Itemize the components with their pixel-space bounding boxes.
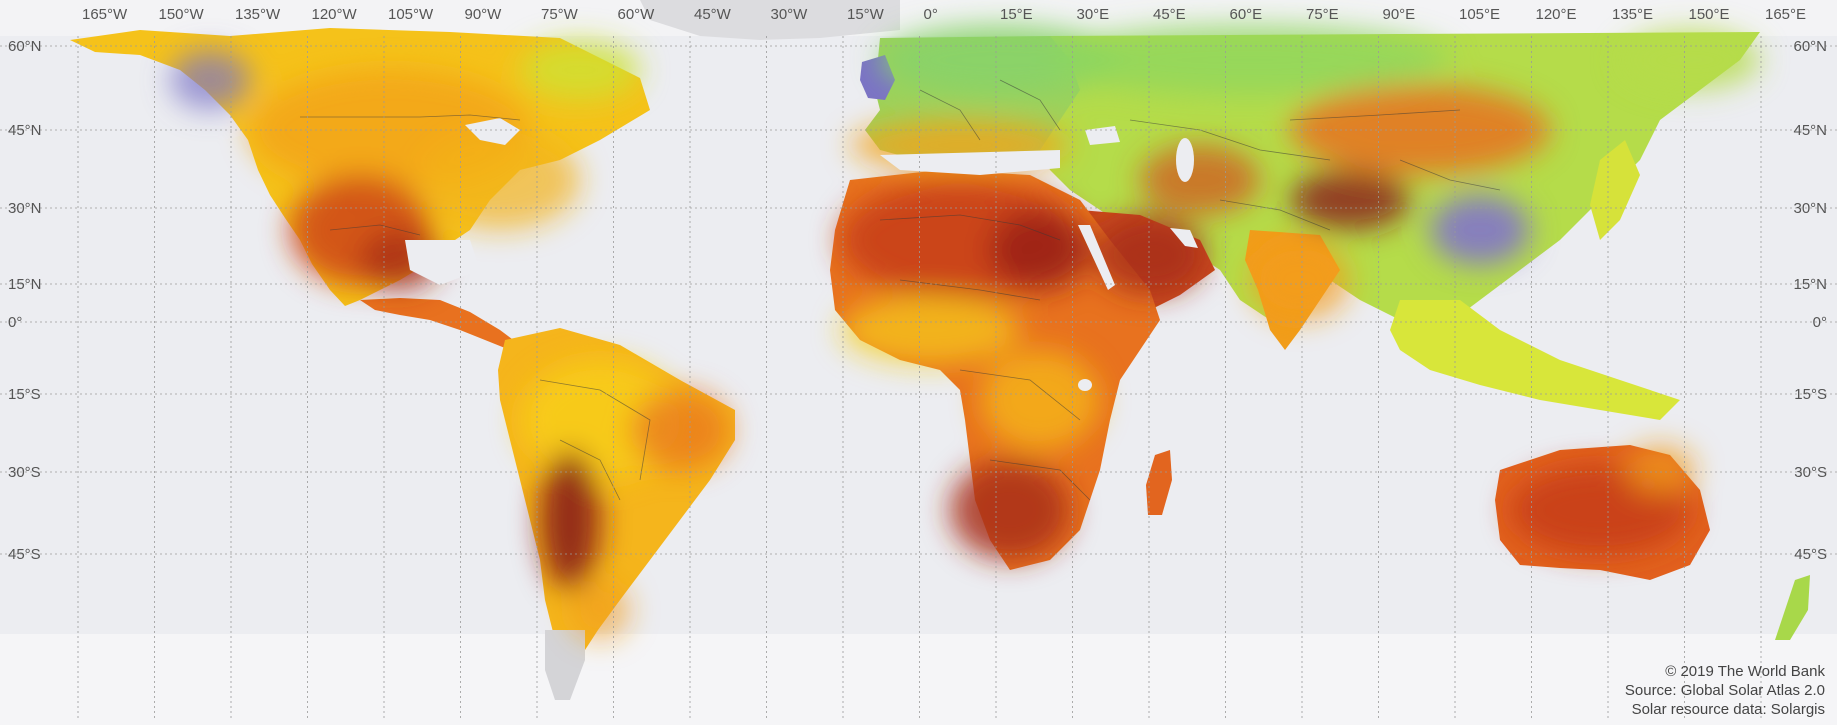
heat-zone xyxy=(990,210,1090,290)
longitude-label: 90°W xyxy=(465,6,503,23)
longitude-label: 60°E xyxy=(1230,6,1263,23)
attribution-source: Source: Global Solar Atlas 2.0 xyxy=(1624,682,1825,699)
country-borders xyxy=(300,79,1501,501)
heat-zone xyxy=(170,50,250,110)
red-sea xyxy=(1078,225,1115,290)
longitude-label: 75°E xyxy=(1306,6,1339,23)
latitude-labels: 60°N 60°N 45°N 45°N 30°N 30°N 15°N 15°N 0° 0° 15°S… xyxy=(8,38,1827,563)
lakes xyxy=(405,118,1198,391)
latitude-label-left: 45°N xyxy=(8,122,42,139)
longitude-label: 0° xyxy=(924,6,938,23)
longitude-label: 120°W xyxy=(312,6,358,23)
longitude-label: 30°E xyxy=(1077,6,1110,23)
mediterranean xyxy=(880,150,1060,175)
longitude-label: 45°E xyxy=(1153,6,1186,23)
heat-zone xyxy=(570,580,630,640)
lake-victoria xyxy=(1078,379,1092,391)
latitude-label-right: 0° xyxy=(1813,314,1827,331)
longitude-label: 135°W xyxy=(235,6,281,23)
latitude-label-right: 60°N xyxy=(1793,38,1827,55)
latitude-label-left: 15°N xyxy=(8,276,42,293)
heat-zone xyxy=(1620,30,1760,90)
latitude-label-left: 60°N xyxy=(8,38,42,55)
gulf-of-mexico xyxy=(405,240,480,285)
longitude-label: 165°E xyxy=(1765,6,1806,23)
latitude-label-right: 30°N xyxy=(1793,200,1827,217)
longitude-label: 30°W xyxy=(771,6,809,23)
longitude-label: 150°E xyxy=(1689,6,1730,23)
latitude-label-left: 30°S xyxy=(8,464,41,481)
bottom-margin-strip xyxy=(0,634,1837,725)
attribution-data-credit: Solar resource data: Solargis xyxy=(1631,701,1825,718)
longitude-label: 165°W xyxy=(82,6,128,23)
latitude-label-left: 30°N xyxy=(8,200,42,217)
great-lakes xyxy=(465,118,520,145)
graticule-grid xyxy=(0,36,1837,718)
latitude-label-right: 45°S xyxy=(1794,546,1827,563)
longitude-label: 135°E xyxy=(1612,6,1653,23)
longitude-label: 105°W xyxy=(388,6,434,23)
heat-zone xyxy=(420,130,580,230)
landmass-patagonia xyxy=(545,630,585,700)
longitude-label: 15°E xyxy=(1000,6,1033,23)
longitude-label: 45°W xyxy=(694,6,732,23)
latitude-label-right: 45°N xyxy=(1793,122,1827,139)
latitude-label-right: 15°S xyxy=(1794,386,1827,403)
longitude-label: 15°W xyxy=(847,6,885,23)
map-attribution: © 2019 The World Bank Source: Global Sol… xyxy=(1625,662,1825,719)
longitude-label: 150°W xyxy=(159,6,205,23)
attribution-copyright: © 2019 The World Bank xyxy=(1665,663,1825,680)
heat-zone xyxy=(1050,25,1450,95)
landmass-new-zealand xyxy=(1775,575,1810,640)
latitude-label-left: 45°S xyxy=(8,546,41,563)
longitude-label: 105°E xyxy=(1459,6,1500,23)
longitude-label: 60°W xyxy=(618,6,656,23)
longitude-labels: 165°W 150°W 135°W 120°W 105°W 90°W 75°W 60°W 45°… xyxy=(82,6,1806,23)
heat-zone xyxy=(520,40,640,100)
latitude-label-left: 15°S xyxy=(8,386,41,403)
heat-zone xyxy=(630,390,730,470)
landmass-madagascar xyxy=(1146,450,1172,515)
heat-zone xyxy=(880,25,1120,95)
longitude-label: 120°E xyxy=(1536,6,1577,23)
heat-zone xyxy=(1430,195,1530,265)
latitude-label-right: 30°S xyxy=(1794,464,1827,481)
latitude-label-left: 0° xyxy=(8,314,22,331)
heat-zone xyxy=(1625,445,1695,495)
heat-zone xyxy=(1140,145,1260,215)
heat-zone xyxy=(980,350,1100,450)
landmass-greenland xyxy=(640,0,900,40)
heat-zone xyxy=(1290,170,1410,230)
black-sea xyxy=(1085,126,1120,145)
landmass-japan xyxy=(1590,140,1640,240)
caspian-sea xyxy=(1176,138,1194,182)
landmass-southeast-asia xyxy=(1390,300,1680,420)
longitude-label: 75°W xyxy=(541,6,579,23)
latitude-label-right: 15°N xyxy=(1793,276,1827,293)
heat-zone xyxy=(540,450,600,590)
landmass-asia xyxy=(1040,32,1760,330)
longitude-label: 90°E xyxy=(1383,6,1416,23)
landmass-central-america xyxy=(360,298,520,352)
heat-zone xyxy=(1250,240,1350,320)
heat-zone xyxy=(950,460,1070,560)
persian-gulf xyxy=(1170,228,1198,248)
heat-zone xyxy=(840,295,1020,365)
